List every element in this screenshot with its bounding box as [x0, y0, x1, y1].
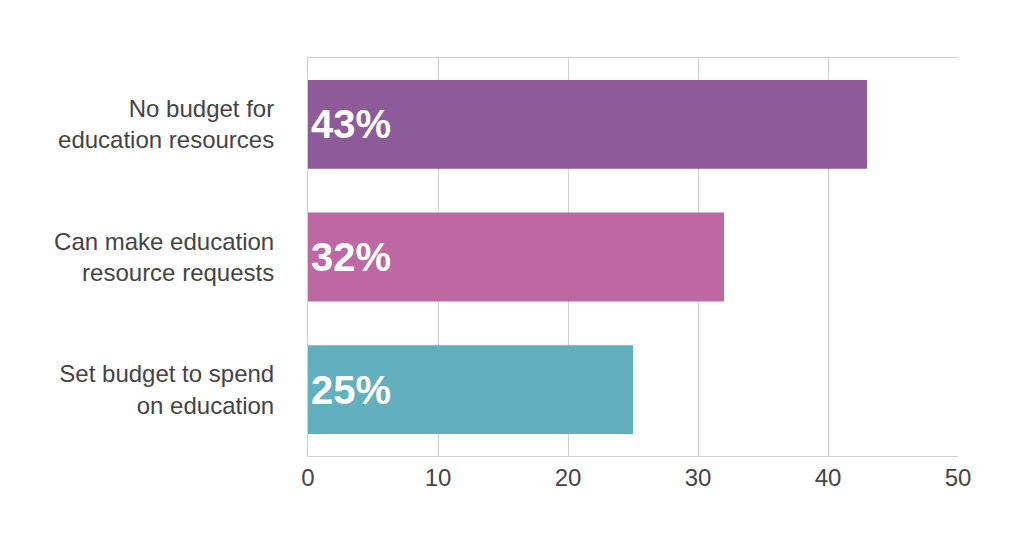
svg-text:0: 0	[301, 464, 314, 491]
svg-text:50: 50	[945, 464, 972, 491]
svg-text:30: 30	[685, 464, 712, 491]
svg-text:43%: 43%	[311, 102, 391, 146]
svg-text:32%: 32%	[311, 235, 391, 279]
svg-text:25%: 25%	[311, 368, 391, 412]
svg-text:Set budget to spendon educatio: Set budget to spendon education	[59, 360, 274, 418]
svg-text:Can make educationresource req: Can make educationresource requests	[54, 228, 274, 286]
svg-text:No budget foreducation resourc: No budget foreducation resources	[58, 95, 274, 153]
svg-text:40: 40	[815, 464, 842, 491]
svg-text:20: 20	[555, 464, 582, 491]
svg-text:10: 10	[425, 464, 452, 491]
